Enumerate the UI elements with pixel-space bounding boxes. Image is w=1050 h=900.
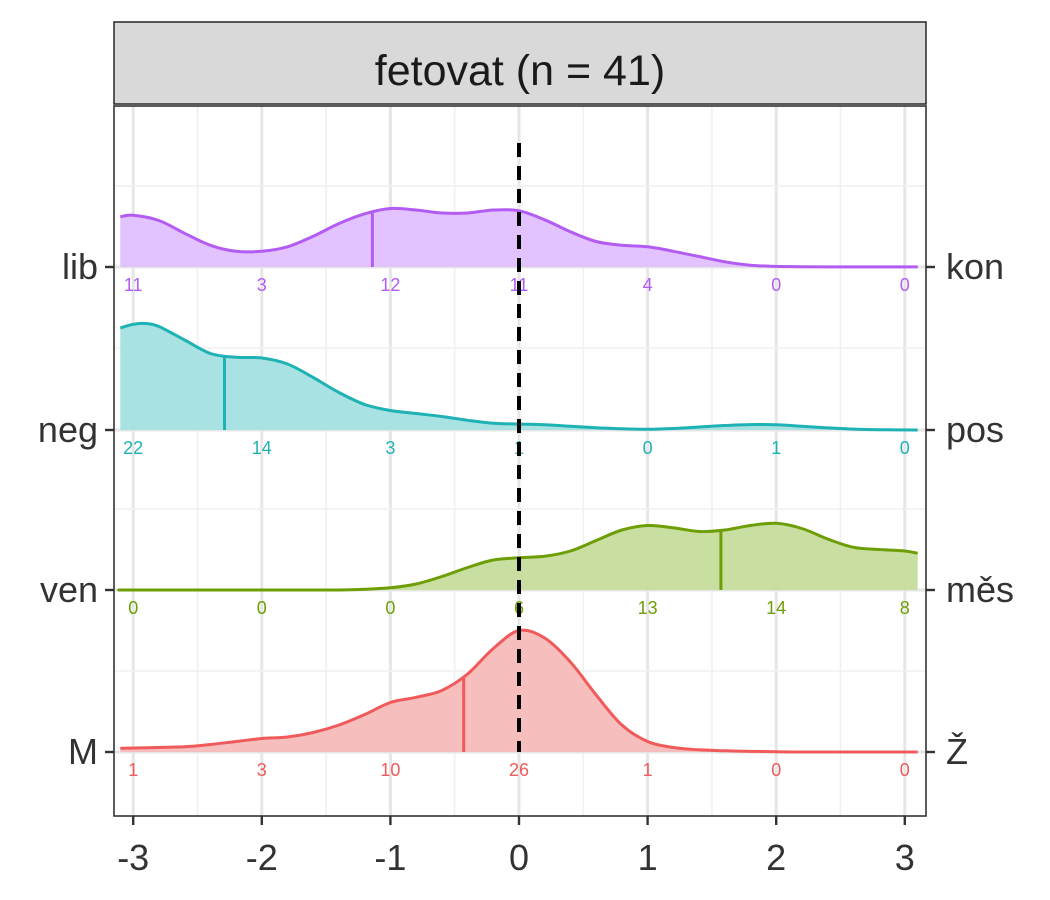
density-line [120,628,918,754]
density-area [120,630,918,752]
count-label: 0 [385,598,395,618]
x-tick-label: 2 [766,837,786,878]
count-label: 4 [643,275,653,295]
y-tick-label-right: pos [946,409,1004,450]
count-label: 0 [128,598,138,618]
count-label: 0 [257,598,267,618]
density-line [120,206,918,269]
density-line [119,321,918,432]
y-tick-label-left: ven [40,569,98,610]
count-label: 8 [900,598,910,618]
density-area [120,323,918,430]
count-label: 0 [900,760,910,780]
count-label: 1 [643,760,653,780]
count-label: 11 [124,275,143,295]
x-tick-label: -2 [246,837,278,878]
x-tick-label: -1 [374,837,406,878]
count-label: 0 [643,438,653,458]
facet-strip [113,21,927,105]
ridge-row-M: 1 3 10 26 1 0 0 [120,628,918,780]
count-label: 12 [380,275,400,295]
y-tick-label-left: lib [62,246,98,287]
count-label: 0 [900,438,910,458]
count-label: 10 [380,760,400,780]
count-label: 1 [771,438,781,458]
count-label: 14 [252,438,272,458]
ridge-row-ven: 000613148 [117,521,918,618]
density-area [118,523,918,591]
count-label: 22 [123,438,143,458]
count-label: 0 [771,275,781,295]
count-label: 3 [257,760,267,780]
count-label: 1 [128,760,138,780]
x-tick-label: 1 [638,837,658,878]
count-label: 13 [638,598,658,618]
density-line [117,521,918,592]
x-tick-label: 3 [895,837,915,878]
y-tick-label-right: měs [946,569,1014,610]
count-label: 3 [385,438,395,458]
count-label: 14 [766,598,786,618]
x-tick-label: -3 [117,837,149,878]
y-tick-label-right: Ž [946,731,968,772]
count-label: 0 [771,760,781,780]
y-tick-label-left: neg [38,409,98,450]
count-label: 0 [900,275,910,295]
y-tick-label-left: M [68,731,98,772]
x-tick-label: 0 [509,837,529,878]
count-label: 26 [509,760,529,780]
chart-title: fetovat (n = 41) [375,47,665,95]
y-tick-label-right: kon [946,246,1004,287]
count-label: 3 [257,275,267,295]
